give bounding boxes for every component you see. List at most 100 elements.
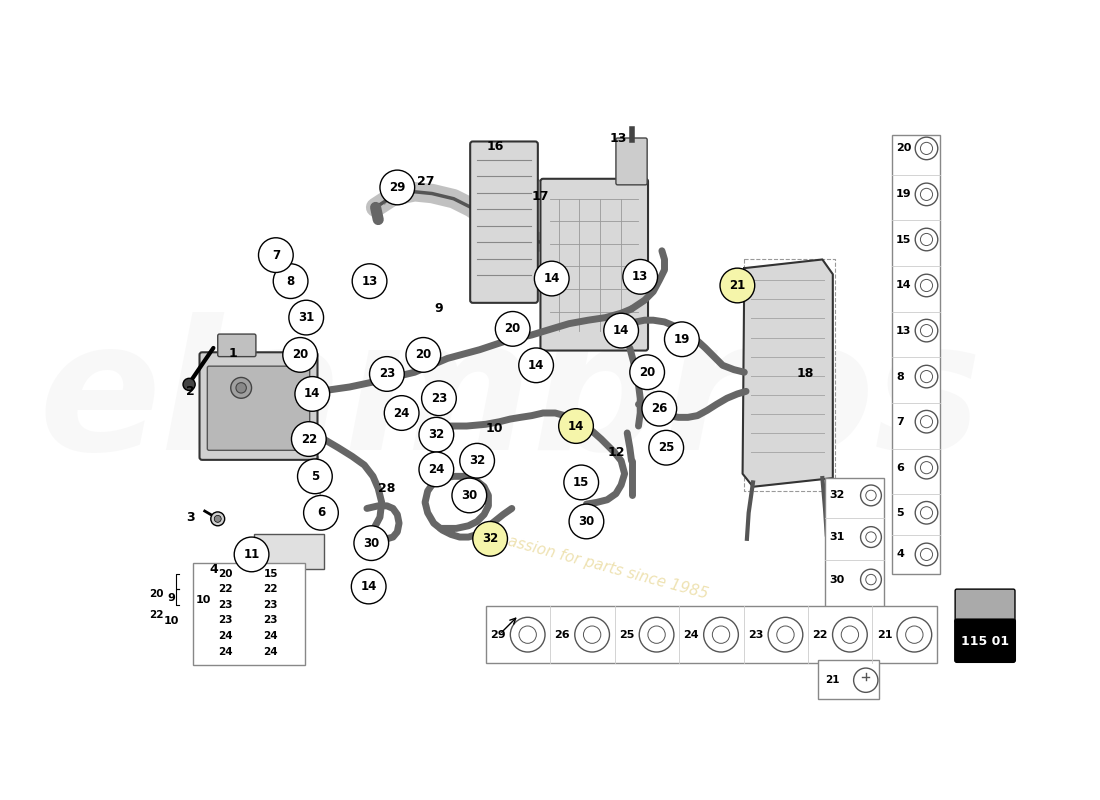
- Circle shape: [452, 478, 486, 513]
- Circle shape: [713, 626, 729, 643]
- Text: 7: 7: [272, 249, 279, 262]
- Circle shape: [283, 338, 318, 372]
- Circle shape: [777, 626, 794, 643]
- Circle shape: [583, 626, 601, 643]
- Text: 10: 10: [164, 616, 179, 626]
- Text: 20: 20: [218, 569, 233, 578]
- Text: 24: 24: [683, 630, 700, 640]
- Text: 20: 20: [292, 348, 308, 362]
- Text: 17: 17: [531, 190, 549, 202]
- Text: 30: 30: [829, 574, 845, 585]
- Bar: [254, 534, 323, 569]
- FancyBboxPatch shape: [470, 142, 538, 303]
- FancyBboxPatch shape: [955, 589, 1015, 623]
- Circle shape: [921, 325, 933, 337]
- Bar: [192, 563, 306, 666]
- Text: 8: 8: [286, 274, 295, 288]
- Text: 14: 14: [613, 324, 629, 337]
- Circle shape: [860, 485, 881, 506]
- Text: 24: 24: [218, 646, 233, 657]
- Circle shape: [379, 170, 415, 205]
- Circle shape: [564, 465, 598, 500]
- Polygon shape: [742, 259, 833, 486]
- Circle shape: [860, 526, 881, 547]
- Circle shape: [289, 300, 323, 335]
- Circle shape: [921, 370, 933, 382]
- Bar: [818, 660, 879, 699]
- Text: 5: 5: [311, 470, 319, 483]
- Text: 7: 7: [896, 417, 904, 426]
- Circle shape: [921, 279, 933, 291]
- Text: 9: 9: [168, 593, 176, 602]
- Text: 21: 21: [877, 630, 892, 640]
- Text: 20: 20: [415, 348, 431, 362]
- Circle shape: [519, 348, 553, 382]
- Text: 31: 31: [298, 311, 315, 324]
- Circle shape: [211, 512, 224, 526]
- Text: 20: 20: [505, 322, 520, 335]
- Circle shape: [921, 506, 933, 519]
- Text: 6: 6: [317, 506, 326, 519]
- Text: 3: 3: [187, 510, 195, 524]
- Circle shape: [604, 314, 638, 348]
- Text: 14: 14: [304, 387, 320, 401]
- Text: 19: 19: [673, 333, 690, 346]
- Circle shape: [905, 626, 923, 643]
- Text: 13: 13: [896, 326, 912, 335]
- Circle shape: [639, 618, 674, 652]
- Text: 14: 14: [543, 272, 560, 285]
- Text: 10: 10: [486, 422, 503, 435]
- Bar: [486, 606, 937, 663]
- Circle shape: [896, 618, 932, 652]
- FancyBboxPatch shape: [199, 352, 318, 460]
- Text: 32: 32: [469, 454, 485, 467]
- Circle shape: [354, 526, 388, 561]
- Text: 23: 23: [263, 600, 278, 610]
- Circle shape: [720, 268, 755, 303]
- Circle shape: [384, 396, 419, 430]
- Circle shape: [842, 626, 859, 643]
- Circle shape: [292, 422, 327, 456]
- Bar: [825, 478, 884, 608]
- Text: 21: 21: [825, 675, 839, 686]
- Text: 23: 23: [218, 615, 233, 626]
- Text: 29: 29: [491, 630, 506, 640]
- Circle shape: [915, 228, 938, 250]
- Text: 23: 23: [431, 392, 447, 405]
- Text: 22: 22: [813, 630, 828, 640]
- Text: elambros: elambros: [39, 312, 982, 488]
- Text: 14: 14: [361, 580, 377, 593]
- Text: 24: 24: [263, 631, 278, 641]
- Circle shape: [642, 391, 676, 426]
- Circle shape: [273, 264, 308, 298]
- Circle shape: [183, 378, 195, 390]
- Circle shape: [704, 618, 738, 652]
- Circle shape: [214, 515, 221, 522]
- Text: 32: 32: [829, 490, 845, 501]
- Text: 14: 14: [528, 358, 544, 372]
- Text: 20: 20: [639, 366, 656, 378]
- Text: 24: 24: [428, 463, 444, 476]
- Circle shape: [406, 338, 441, 372]
- Text: 19: 19: [896, 190, 912, 199]
- Text: 22: 22: [263, 584, 278, 594]
- Text: 23: 23: [378, 367, 395, 381]
- Circle shape: [833, 618, 867, 652]
- Circle shape: [648, 626, 666, 643]
- Text: 4: 4: [209, 562, 218, 576]
- Circle shape: [231, 378, 252, 398]
- Circle shape: [921, 188, 933, 201]
- Circle shape: [630, 355, 664, 390]
- Circle shape: [649, 430, 683, 465]
- FancyBboxPatch shape: [207, 366, 310, 450]
- Text: 20: 20: [896, 143, 912, 154]
- Text: 15: 15: [263, 569, 278, 578]
- Circle shape: [921, 142, 933, 154]
- Text: 24: 24: [218, 631, 233, 641]
- Text: 1: 1: [228, 346, 236, 360]
- Text: 22: 22: [300, 433, 317, 446]
- Circle shape: [419, 452, 453, 486]
- Circle shape: [866, 490, 877, 501]
- FancyBboxPatch shape: [955, 619, 1015, 662]
- Text: 30: 30: [363, 537, 379, 550]
